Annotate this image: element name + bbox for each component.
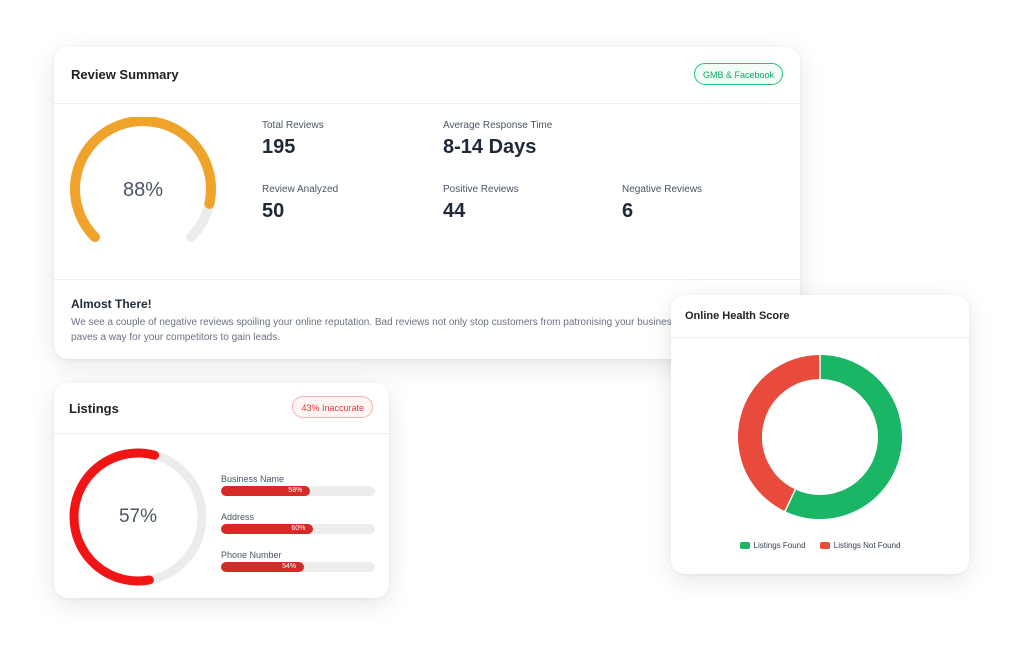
review-summary-title: Review Summary [71,67,179,82]
notice-line-2: paves a way for your competitors to gain… [71,332,280,343]
stat-negative-reviews: Negative Reviews 6 [622,184,702,223]
bar-phone-number: Phone Number 54% [221,550,375,572]
health-donut-chart [738,354,902,519]
review-summary-header: Review Summary GMB & Facebook [54,47,800,104]
notice-title: Almost There! [71,297,152,311]
bar-fill: 58% [221,486,311,496]
bar-track: 58% [221,486,375,496]
notice-text: We see a couple of negative reviews spoi… [71,315,715,345]
online-health-card: Online Health Score Listings Found Listi… [671,295,969,574]
bar-business-name: Business Name 58% [221,474,375,496]
donut-slice-listings-found[interactable] [785,355,902,519]
bar-percent: 58% [288,487,303,494]
bar-label: Phone Number [221,550,282,560]
bar-fill: 54% [221,562,305,572]
stat-value: 50 [262,200,285,222]
stat-value: 195 [262,136,296,158]
stat-total-reviews: Total Reviews 195 [262,120,324,159]
listings-gauge-svg [69,448,207,586]
stat-value: 8-14 Days [443,136,537,158]
legend-listings-not-found[interactable]: Listings Not Found [819,541,901,550]
listings-title: Listings [69,401,119,416]
notice-line-1: We see a couple of negative reviews spoi… [71,317,715,328]
health-header: Online Health Score [671,295,969,338]
health-title: Online Health Score [685,310,790,322]
listings-card: Listings 43% Inaccurate 57% Business Nam… [54,383,389,598]
section-divider [54,279,800,280]
stat-label: Review Analyzed [262,184,339,195]
bar-fill: 60% [221,524,314,534]
review-gauge-fill [70,116,216,243]
review-summary-card: Review Summary GMB & Facebook 88% Total … [54,47,800,359]
legend-swatch-green [739,542,750,550]
legend-label: Listings Not Found [833,541,901,550]
listings-gauge-fill [69,448,160,586]
stat-label: Negative Reviews [622,184,703,195]
bar-percent: 54% [282,563,297,570]
stat-label: Total Reviews [262,120,324,131]
bar-label: Address [221,512,255,522]
review-gauge-svg [70,116,216,243]
chart-legend: Listings Found Listings Not Found [671,541,969,550]
inaccurate-badge[interactable]: 43% Inaccurate [292,396,373,418]
stat-average-response: Average Response Time 8-14 Days [443,120,552,159]
stat-positive-reviews: Positive Reviews 44 [443,184,519,223]
bar-percent: 60% [291,525,306,532]
bar-track: 60% [221,524,375,534]
listings-gauge-value: 57% [118,506,158,527]
donut-separator [783,488,797,513]
donut-slice-listings-not-found[interactable] [738,355,821,512]
stat-value: 44 [443,200,466,222]
stat-value: 6 [622,200,634,222]
legend-listings-found[interactable]: Listings Found [739,541,806,550]
bar-address: Address 60% [221,512,375,534]
bar-label: Business Name [221,474,285,484]
legend-swatch-red [819,542,830,550]
listings-header: Listings 43% Inaccurate [54,383,389,434]
review-score-gauge: 88% [68,116,218,257]
stat-review-analyzed: Review Analyzed 50 [262,184,338,223]
review-gauge-value: 88% [122,179,164,201]
legend-label: Listings Found [753,541,806,550]
stat-label: Positive Reviews [443,184,519,195]
listings-score-gauge: 57% [66,445,210,589]
bar-track: 54% [221,562,375,572]
source-badge[interactable]: GMB & Facebook [693,63,783,85]
stat-label: Average Response Time [443,120,553,131]
